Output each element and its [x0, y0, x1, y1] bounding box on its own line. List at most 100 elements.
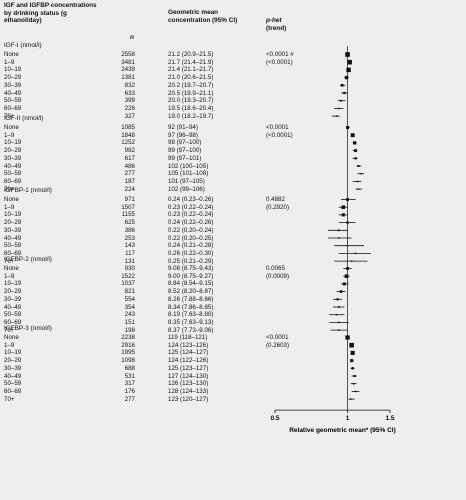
row-ci-text: 119 (118–121) [168, 334, 208, 341]
row-n: 625 [124, 219, 135, 227]
row-n: 277 [124, 170, 135, 178]
point-marker [340, 83, 344, 87]
row-n: 253 [124, 234, 135, 242]
row-ci-text: 99 (97–100) [168, 147, 202, 155]
point-marker [343, 91, 346, 95]
row-n: 2558 [121, 51, 135, 58]
point-marker [350, 359, 354, 363]
row-n: 971 [124, 196, 135, 203]
row-ci-text: 126 (123–130) [168, 380, 209, 388]
row-ci-text: 0.26 (0.22–0.30) [168, 249, 214, 257]
row-label: 60–69 [4, 104, 22, 112]
point-marker [353, 374, 356, 378]
row-ci-text: 98 (97–100) [168, 139, 202, 147]
row-n: 243 [124, 311, 135, 319]
point-marker [349, 398, 352, 400]
row-n: 486 [124, 162, 135, 170]
point-marker [339, 290, 343, 293]
row-label: 70+ [4, 185, 15, 193]
row-label: 60–69 [4, 249, 22, 257]
row-ci-text: 99 (97–101) [168, 154, 202, 162]
header-p-het: p-het [266, 17, 282, 24]
p-trend-value: (<0.0001) [266, 131, 293, 139]
x-tick-label: 1 [346, 415, 350, 422]
row-ci-text: 128 (124–133) [168, 387, 209, 395]
row-n: 617 [124, 154, 135, 162]
point-marker [350, 133, 355, 138]
point-marker [351, 367, 354, 370]
row-n: 3481 [121, 58, 135, 66]
row-label: 10–19 [4, 139, 22, 147]
row-n: 117 [125, 249, 135, 257]
row-label: 70+ [4, 395, 15, 403]
row-n: 1098 [121, 357, 135, 365]
p-het-value: <0.0001 [266, 124, 289, 131]
row-ci-text: 8.84 (8.54–9.15) [168, 280, 214, 288]
row-n: 633 [124, 89, 135, 97]
row-ci-text: 124 (122–126) [168, 357, 209, 365]
point-marker [350, 260, 353, 262]
p-het-value: <0.0001 [266, 334, 289, 341]
row-ci-text: 8.26 (7.88–8.66) [168, 295, 214, 303]
row-n: 1037 [121, 280, 135, 288]
row-label: 50–59 [4, 97, 22, 105]
row-ci-text: 9.08 (8.75–9.43) [168, 265, 214, 272]
row-ci-text: 8.52 (8.20–8.87) [168, 288, 214, 296]
row-n: 1995 [121, 349, 135, 357]
row-ci-text: 21.2 (20.9–21.5) [168, 51, 214, 58]
row-label: 30–39 [4, 154, 22, 162]
row-ci-text: 0.23 (0.22–0.24) [168, 211, 214, 219]
row-ci-text: 127 (124–130) [168, 372, 209, 380]
row-ci-text: 125 (124–127) [168, 349, 209, 357]
row-label: None [4, 265, 19, 272]
row-label: 30–39 [4, 226, 22, 234]
point-marker [344, 274, 349, 278]
point-marker [342, 282, 346, 286]
p-het-value: 0.4882 [266, 196, 285, 203]
row-ci-text: 20.0 (19.3–20.7) [168, 97, 214, 105]
row-n: 554 [124, 295, 135, 303]
row-label: 10–19 [4, 280, 22, 288]
row-label: None [4, 51, 19, 58]
point-marker [352, 382, 355, 385]
p-trend-value: (<0.0001) [266, 58, 293, 66]
row-n: 531 [124, 372, 135, 380]
header-geometric-mean: Geometric mean concentration (95% CI) [168, 9, 238, 24]
row-label: 40–49 [4, 303, 22, 311]
row-n: 2439 [121, 66, 135, 74]
row-n: 832 [124, 81, 135, 89]
row-label: 20–29 [4, 288, 22, 296]
row-label: 20–29 [4, 357, 22, 365]
row-n: 2916 [121, 341, 135, 349]
row-label: None [4, 124, 19, 131]
row-n: 187 [124, 177, 135, 185]
point-marker [356, 180, 359, 183]
row-n: 1848 [121, 131, 135, 139]
row-label: 50–59 [4, 170, 22, 178]
row-ci-text: 8.34 (7.86–8.85) [168, 303, 214, 311]
row-n: 1252 [121, 139, 135, 147]
section-title: IGFBP-2 (nmol/l) [4, 256, 52, 263]
row-ci-text: 125 (123–127) [168, 364, 209, 372]
point-marker [350, 350, 355, 355]
x-axis-label: Relative geometric mean* (95% CI) [289, 427, 396, 434]
point-marker [357, 164, 360, 168]
row-ci-text: 21.7 (21.4–21.9) [168, 58, 214, 66]
row-label: 70+ [4, 257, 15, 265]
row-ci-text: 101 (97–105) [168, 177, 205, 185]
point-marker [337, 229, 340, 232]
row-ci-text: 0.23 (0.22–0.24) [168, 203, 214, 211]
row-ci-text: 9.00 (8.75–9.27) [168, 272, 214, 280]
row-label: 1–9 [4, 131, 15, 139]
row-ci-text: 20.2 (19.7–20.7) [168, 81, 214, 89]
point-marker [344, 75, 349, 80]
row-n: 1155 [121, 211, 135, 219]
row-label: 10–19 [4, 211, 22, 219]
row-label: 20–29 [4, 219, 22, 227]
row-label: 50–59 [4, 380, 22, 388]
x-tick-label: 1.5 [385, 415, 394, 422]
row-label: 40–49 [4, 372, 22, 380]
point-marker [341, 205, 346, 209]
row-label: None [4, 196, 19, 203]
x-tick-label: 0.5 [270, 415, 279, 422]
